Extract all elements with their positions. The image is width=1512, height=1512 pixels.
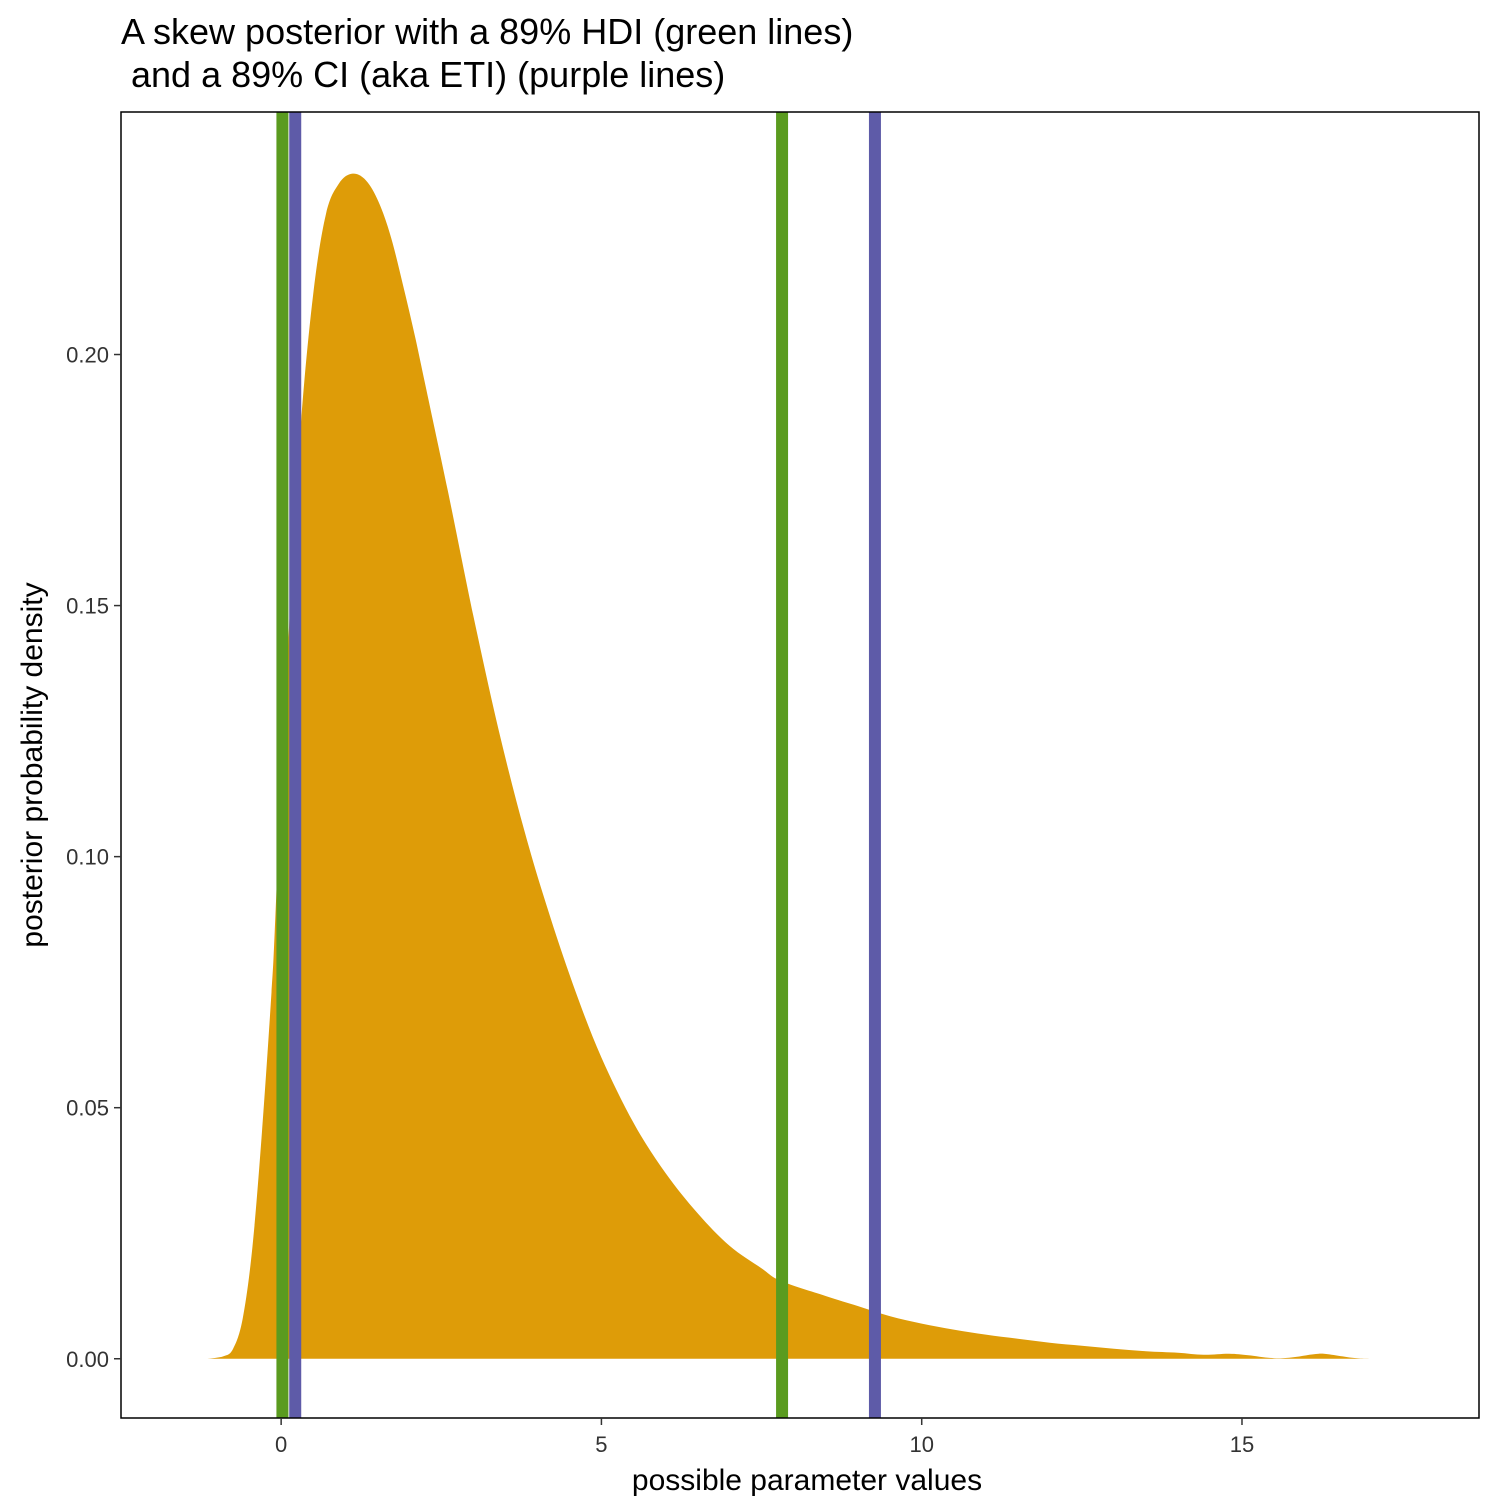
plot-area [207,112,1383,1418]
chart-title-line-1: A skew posterior with a 89% HDI (green l… [121,11,853,52]
x-axis-title: possible parameter values [632,1464,982,1497]
y-tick-label: 0.00 [66,1347,109,1372]
y-axis-title: posterior probability density [16,582,49,947]
chart-title-line-2: and a 89% CI (aka ETI) (purple lines) [121,54,725,95]
density-area [207,173,1383,1359]
plot-frame [120,111,1480,1419]
y-tick-label: 0.15 [66,594,109,619]
y-tick-label: 0.10 [66,845,109,870]
x-tick-label: 10 [909,1432,933,1457]
x-tick-label: 5 [595,1432,607,1457]
y-tick-label: 0.20 [66,343,109,368]
x-tick-label: 15 [1230,1432,1254,1457]
x-tick-label: 0 [275,1432,287,1457]
y-tick-label: 0.05 [66,1096,109,1121]
axes: 0 5 10 15 0.00 0.05 0.10 0.15 0.20 [66,343,1254,1457]
